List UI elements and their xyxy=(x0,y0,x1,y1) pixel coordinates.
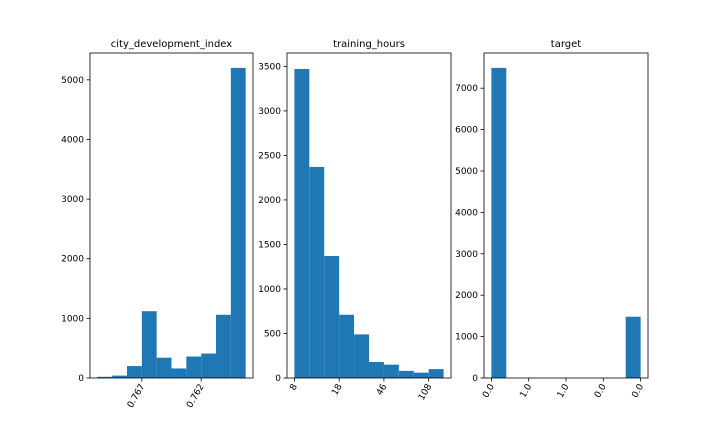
y-tick-label: 0 xyxy=(78,374,84,384)
histogram-bar xyxy=(369,361,384,378)
histogram-bar xyxy=(230,67,246,378)
histogram-bar xyxy=(491,67,507,379)
histogram-bar xyxy=(625,316,641,378)
y-tick-label: 500 xyxy=(264,329,281,339)
histogram-bar xyxy=(127,366,142,378)
y-tick-label: 3000 xyxy=(61,195,84,205)
y-tick-label: 7000 xyxy=(455,84,478,94)
y-tick-label: 0 xyxy=(275,374,281,384)
histogram-bar xyxy=(383,364,399,378)
y-tick-label: 2000 xyxy=(455,291,478,301)
histogram-bar xyxy=(112,375,127,378)
histogram-bar xyxy=(216,314,231,378)
histogram-bar xyxy=(339,314,355,378)
axes-frame xyxy=(483,52,649,379)
y-tick-label: 5000 xyxy=(455,167,478,177)
histogram-bar xyxy=(171,368,187,378)
histogram-bar xyxy=(324,256,340,378)
subplot-title: target xyxy=(551,39,581,50)
histogram-bar xyxy=(398,370,414,378)
subplot-title: city_development_index xyxy=(111,39,233,50)
histogram-bar xyxy=(97,376,113,378)
histogram-bar xyxy=(156,357,172,378)
histogram-bar xyxy=(413,372,429,378)
y-tick-label: 5000 xyxy=(61,76,84,86)
y-tick-label: 3000 xyxy=(258,107,281,117)
y-tick-label: 3500 xyxy=(258,62,281,72)
y-tick-label: 4000 xyxy=(61,135,84,145)
y-tick-label: 2500 xyxy=(258,151,281,161)
histogram-bar xyxy=(186,356,202,378)
y-tick-label: 3000 xyxy=(455,250,478,260)
histogram-bar xyxy=(309,166,325,378)
y-tick-label: 1500 xyxy=(258,240,281,250)
y-tick-label: 2000 xyxy=(258,196,281,206)
y-tick-label: 1000 xyxy=(455,333,478,343)
histogram-bar xyxy=(201,353,216,378)
y-tick-label: 1000 xyxy=(61,314,84,324)
subplot-city-development-index: city_development_index 0 1000 2000 3000 4000… xyxy=(61,39,254,410)
y-tick-label: 1000 xyxy=(258,285,281,295)
y-tick-label: 2000 xyxy=(61,255,84,265)
subplot-training-hours: training_hours 0 500 1000 1500 2000 2500 3000 3… xyxy=(258,39,452,402)
y-tick-label: 4000 xyxy=(455,208,478,218)
x-tick-label: 8 xyxy=(288,382,300,392)
subplot-title: training_hours xyxy=(333,39,405,50)
histogram-bar xyxy=(428,369,444,378)
histogram-bar xyxy=(354,334,369,378)
histogram-bar xyxy=(294,69,310,378)
axes-frame xyxy=(286,52,452,379)
y-tick-label: 6000 xyxy=(455,126,478,136)
y-tick-label: 0 xyxy=(472,374,478,384)
histogram-bar xyxy=(141,311,157,378)
axes-frame xyxy=(89,52,254,379)
